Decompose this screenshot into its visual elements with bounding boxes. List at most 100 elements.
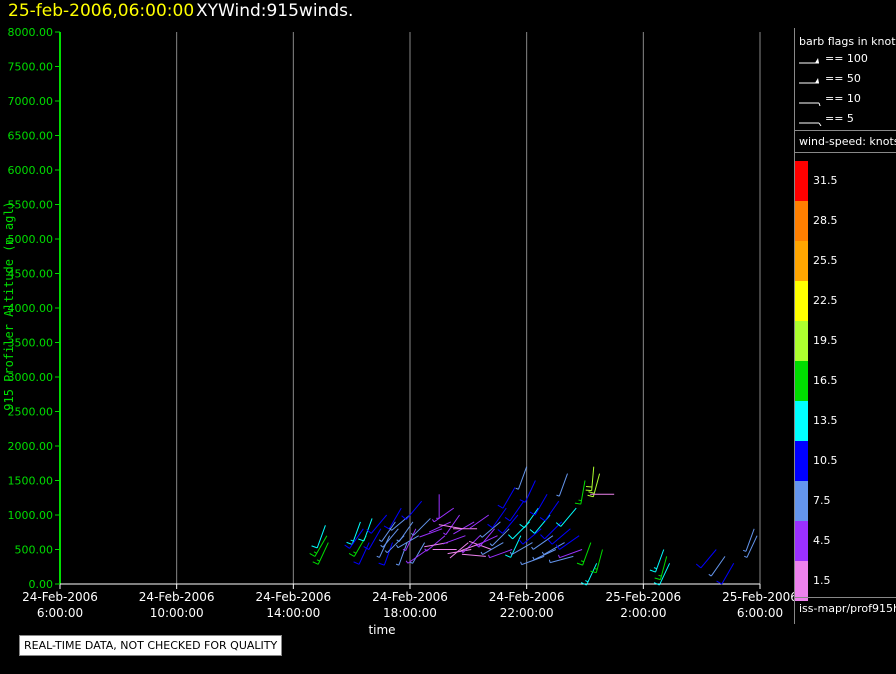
barb-half-feather xyxy=(548,559,551,563)
barb-half-feather xyxy=(541,551,545,555)
barb-shaft xyxy=(721,563,735,585)
wind-barb xyxy=(401,500,423,520)
barb-shaft xyxy=(351,521,361,545)
barb-feather xyxy=(519,523,525,529)
wind-barb xyxy=(378,521,396,542)
barb-feather xyxy=(590,570,597,574)
y-tick-label: 7500.00 xyxy=(8,61,54,74)
wind-barb xyxy=(541,542,565,556)
y-tick-label: 5500.00 xyxy=(8,199,54,212)
barb-half-feather xyxy=(350,539,354,542)
barb-flag-icon xyxy=(799,122,822,126)
barb-half-feather xyxy=(580,560,585,563)
barb-shaft xyxy=(517,466,528,490)
wind-barb xyxy=(443,514,460,536)
barb-flag-row: == 50 xyxy=(799,72,895,86)
wind-barb xyxy=(555,507,577,527)
barb-shaft xyxy=(521,555,545,566)
y-tick-label: 8000.00 xyxy=(8,26,54,39)
barb-shaft xyxy=(658,563,671,586)
wind-barb xyxy=(488,549,513,559)
color-bar-segment xyxy=(795,281,808,321)
barb-half-feather xyxy=(431,519,435,523)
wind-barb xyxy=(649,549,665,573)
barb-shaft xyxy=(551,528,571,545)
barb-shaft xyxy=(445,514,460,535)
barb-shaft xyxy=(478,528,495,548)
wind-barb xyxy=(519,507,539,529)
barb-feather xyxy=(580,582,587,586)
barb-feather xyxy=(346,541,353,545)
wind-barb xyxy=(376,535,391,558)
wind-barb xyxy=(520,555,545,566)
barb-shaft xyxy=(745,528,755,552)
wind-barb xyxy=(353,542,370,565)
legend-divider xyxy=(795,130,896,131)
wind-barb xyxy=(428,521,452,533)
wind-barb xyxy=(346,521,361,545)
barb-flag-row: == 100 xyxy=(799,52,895,66)
barb-shaft xyxy=(489,549,513,559)
barb-shaft xyxy=(419,528,443,538)
barb-feather xyxy=(555,522,562,527)
barb-shaft xyxy=(462,535,481,554)
barb-feather xyxy=(529,511,536,516)
wind-barb xyxy=(344,528,364,549)
barb-shaft xyxy=(370,514,388,534)
barb-shaft xyxy=(509,500,525,522)
barb-shaft xyxy=(710,556,726,577)
barb-half-feather xyxy=(396,544,399,548)
color-bar-label: 4.5 xyxy=(813,534,831,547)
wind-barb xyxy=(519,480,536,503)
barb-shaft xyxy=(558,473,568,497)
color-bar-segment xyxy=(795,201,808,241)
x-tick-label-date: 25-Feb-2006 xyxy=(605,590,681,604)
wind-barb xyxy=(363,528,382,551)
wind-barb xyxy=(419,528,443,538)
axes xyxy=(55,31,761,589)
quality-warning-label: REAL-TIME DATA, NOT CHECKED FOR QUALITY xyxy=(19,635,283,656)
barb-shaft xyxy=(461,553,486,557)
barb-half-feather xyxy=(389,527,392,531)
wind-barb xyxy=(742,528,755,552)
barb-half-feather xyxy=(409,561,413,564)
barb-flag-label: == 10 xyxy=(825,92,861,105)
barb-feather xyxy=(519,499,526,503)
y-tick-label: 1000.00 xyxy=(8,509,54,522)
barb-feather xyxy=(497,504,504,509)
barb-shaft xyxy=(438,524,463,530)
wind-barb xyxy=(585,466,595,492)
barb-half-feather xyxy=(742,549,747,552)
barb-shaft xyxy=(428,521,452,533)
y-tick-label: 7000.00 xyxy=(8,95,54,108)
barb-feather xyxy=(649,569,656,573)
wind-barb xyxy=(653,563,671,586)
barb-shaft xyxy=(363,518,373,542)
x-tick-label-date: 25-Feb-2006 xyxy=(722,590,796,604)
barb-shaft xyxy=(522,528,542,545)
barb-shaft xyxy=(511,542,533,556)
color-bar-segment xyxy=(795,361,808,401)
barb-shaft xyxy=(534,494,548,516)
wind-barb xyxy=(383,507,402,530)
barb-feather xyxy=(309,553,316,557)
barb-feather xyxy=(378,562,385,566)
barb-half-feather xyxy=(520,561,523,565)
y-tick-label: 4500.00 xyxy=(8,268,54,281)
barb-shaft xyxy=(368,528,382,550)
barb-shaft xyxy=(391,514,411,531)
barb-half-feather xyxy=(653,567,657,570)
barb-flag-row: == 5 xyxy=(799,112,895,126)
barb-shaft xyxy=(442,535,466,545)
barb-shaft xyxy=(655,549,665,573)
color-bar-segment xyxy=(795,321,808,361)
barb-flag-icon xyxy=(799,58,819,64)
wind-barb xyxy=(436,494,440,519)
barb-feather xyxy=(358,538,365,542)
barb-half-feather xyxy=(488,554,491,558)
wind-barb xyxy=(366,514,388,534)
wind-barb xyxy=(504,500,525,522)
wind-barb xyxy=(309,535,328,557)
barb-shaft xyxy=(449,542,469,559)
barb-feather xyxy=(344,544,350,549)
